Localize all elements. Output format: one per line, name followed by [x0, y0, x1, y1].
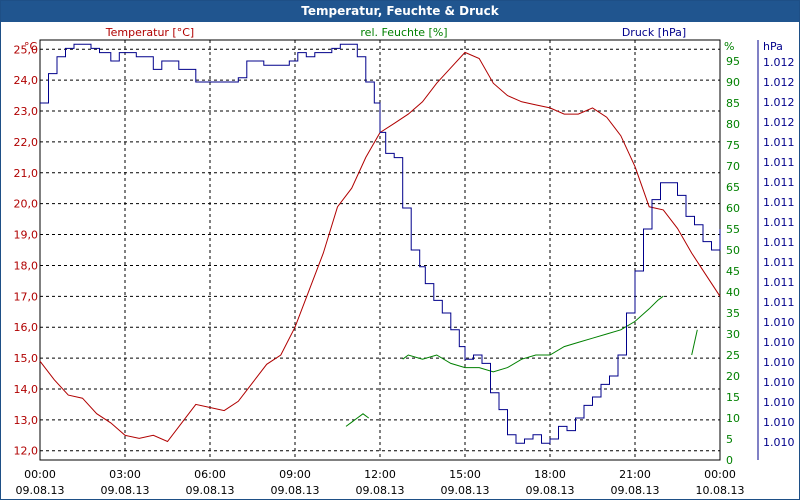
y-tick-pressure: 1.010 [763, 356, 795, 369]
x-tick-date: 09.08.13 [186, 484, 235, 497]
y-tick-temperature: 16,0 [14, 321, 39, 334]
legend-temperature: Temperatur [°C] [105, 26, 194, 39]
y-tick-humidity: 20 [726, 370, 740, 383]
x-tick-time: 06:00 [194, 468, 226, 481]
y-tick-pressure: 1.011 [763, 216, 795, 229]
x-tick-date: 10.08.13 [696, 484, 745, 497]
x-tick-time: 09:00 [279, 468, 311, 481]
y-tick-pressure: 1.011 [763, 256, 795, 269]
x-tick-date: 09.08.13 [101, 484, 150, 497]
y-tick-humidity: 15 [726, 391, 740, 404]
series-humidity-line [691, 329, 698, 356]
y-tick-temperature: 15,0 [14, 352, 39, 365]
chart-title: Temperatur, Feuchte & Druck [1, 1, 799, 22]
x-tick-date: 09.08.13 [16, 484, 65, 497]
y-tick-pressure: 1.010 [763, 416, 795, 429]
y-tick-pressure: 1.011 [763, 136, 795, 149]
y-tick-temperature: 18,0 [14, 259, 39, 272]
y-tick-pressure: 1.011 [763, 196, 795, 209]
y-tick-temperature: 25,0 [14, 43, 39, 56]
y-tick-humidity: 55 [726, 223, 740, 236]
x-tick-date: 09.08.13 [441, 484, 490, 497]
y-tick-humidity: 70 [726, 160, 740, 173]
x-tick-time: 00:00 [24, 468, 56, 481]
y-tick-pressure: 1.010 [763, 336, 795, 349]
axes [39, 39, 759, 461]
y-tick-pressure: 1.011 [763, 296, 795, 309]
series-pressure-line [40, 43, 721, 444]
y-tick-humidity: 90 [726, 76, 740, 89]
y-tick-humidity: 45 [726, 265, 740, 278]
y-tick-pressure: 1.012 [763, 76, 795, 89]
unit-temperature: °C [24, 40, 38, 53]
y-tick-temperature: 17,0 [14, 290, 39, 303]
x-tick-date: 09.08.13 [356, 484, 405, 497]
y-tick-temperature: 12,0 [14, 445, 39, 458]
y-tick-humidity: 30 [726, 328, 740, 341]
y-tick-humidity: 5 [726, 433, 733, 446]
y-tick-pressure: 1.011 [763, 176, 795, 189]
y-tick-temperature: 20,0 [14, 198, 39, 211]
y-tick-pressure: 1.011 [763, 276, 795, 289]
y-tick-humidity: 65 [726, 181, 740, 194]
x-tick-time: 15:00 [449, 468, 481, 481]
y-tick-pressure: 1.011 [763, 156, 795, 169]
y-tick-humidity: 40 [726, 286, 740, 299]
unit-pressure: hPa [763, 40, 783, 53]
y-tick-pressure: 1.010 [763, 316, 795, 329]
series-group [39, 43, 721, 444]
legend-humidity: rel. Feuchte [%] [360, 26, 447, 39]
y-tick-pressure: 1.012 [763, 116, 795, 129]
y-tick-humidity: 75 [726, 139, 740, 152]
tick-labels: 00:00 09.08.13 03:00 09.08.13 06:00 09.08.13 0… [14, 43, 795, 497]
y-tick-humidity: 10 [726, 412, 740, 425]
y-tick-humidity: 25 [726, 349, 740, 362]
y-tick-temperature: 21,0 [14, 167, 39, 180]
y-tick-temperature: 22,0 [14, 136, 39, 149]
y-tick-pressure: 1.011 [763, 236, 795, 249]
x-tick-date: 09.08.13 [611, 484, 660, 497]
y-tick-humidity: 0 [726, 454, 733, 467]
y-tick-temperature: 14,0 [14, 383, 39, 396]
y-tick-humidity: 95 [726, 55, 740, 68]
y-tick-temperature: 24,0 [14, 74, 39, 87]
y-tick-humidity: 50 [726, 244, 740, 257]
y-tick-humidity: 85 [726, 97, 740, 110]
series-humidity-line [402, 295, 664, 373]
y-tick-humidity: 80 [726, 118, 740, 131]
y-tick-pressure: 1.010 [763, 396, 795, 409]
y-tick-humidity: 60 [726, 202, 740, 215]
x-tick-time: 12:00 [364, 468, 396, 481]
y-tick-pressure: 1.012 [763, 96, 795, 109]
y-tick-pressure: 1.010 [763, 436, 795, 449]
x-tick-time: 03:00 [109, 468, 141, 481]
legend: °C% hPa Temperatur [°C] rel. Feuchte [%] Dru… [24, 26, 783, 53]
x-tick-time: 00:00 [704, 468, 736, 481]
y-tick-pressure: 1.010 [763, 376, 795, 389]
x-tick-date: 09.08.13 [271, 484, 320, 497]
y-tick-temperature: 19,0 [14, 229, 39, 242]
x-tick-time: 21:00 [619, 468, 651, 481]
legend-pressure: Druck [hPa] [622, 26, 686, 39]
y-tick-pressure: 1.012 [763, 56, 795, 69]
y-tick-temperature: 23,0 [14, 105, 39, 118]
y-tick-temperature: 13,0 [14, 414, 39, 427]
x-tick-date: 09.08.13 [526, 484, 575, 497]
unit-humidity: % [724, 40, 734, 53]
grid [40, 40, 720, 460]
series-humidity-line [345, 413, 369, 427]
x-tick-time: 18:00 [534, 468, 566, 481]
y-tick-humidity: 35 [726, 307, 740, 320]
